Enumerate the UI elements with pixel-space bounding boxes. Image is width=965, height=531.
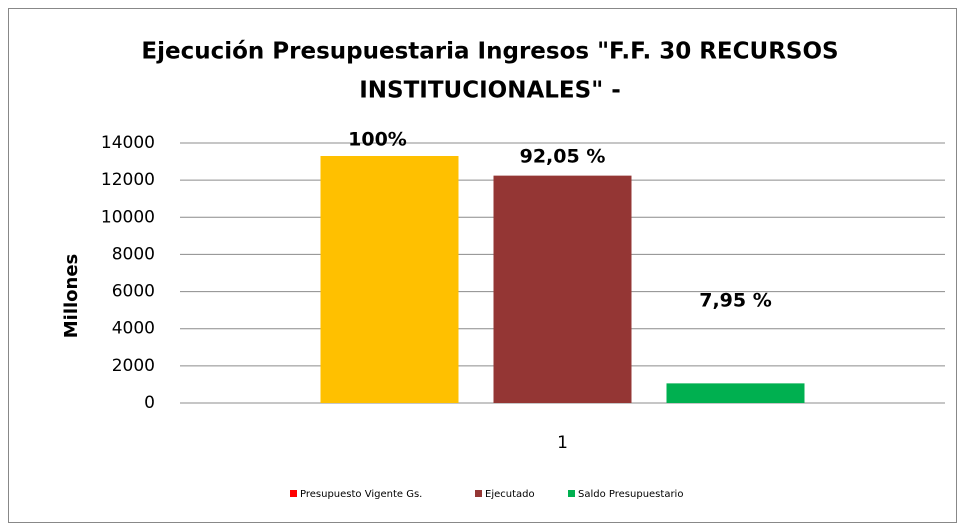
y-tick-label: 8000 <box>112 244 155 264</box>
bar <box>493 175 632 403</box>
y-tick-label: 10000 <box>101 207 155 227</box>
y-tick-label: 0 <box>144 393 155 413</box>
y-tick-label: 2000 <box>112 356 155 376</box>
chart-border <box>8 8 957 523</box>
percent-label: 92,05 % <box>520 146 606 168</box>
y-tick-label: 14000 <box>101 133 155 153</box>
x-tick-label: 1 <box>557 433 568 453</box>
legend-swatch <box>568 490 575 497</box>
y-tick-label: 6000 <box>112 282 155 302</box>
bar <box>320 156 459 403</box>
legend-swatch <box>475 490 482 497</box>
legend-label: Saldo Presupuestario <box>578 489 683 500</box>
chart-title: INSTITUCIONALES" - <box>359 78 621 104</box>
legend-swatch <box>290 490 297 497</box>
percent-label: 7,95 % <box>699 290 772 312</box>
y-tick-label: 4000 <box>112 319 155 339</box>
bar <box>666 383 805 403</box>
legend-label: Presupuesto Vigente Gs. <box>300 489 422 500</box>
chart-title: Ejecución Presupuestaria Ingresos "F.F. … <box>141 39 838 65</box>
percent-label: 100% <box>348 129 407 151</box>
y-tick-label: 12000 <box>101 170 155 190</box>
legend-label: Ejecutado <box>485 489 535 500</box>
y-axis-title: Millones <box>61 254 82 339</box>
